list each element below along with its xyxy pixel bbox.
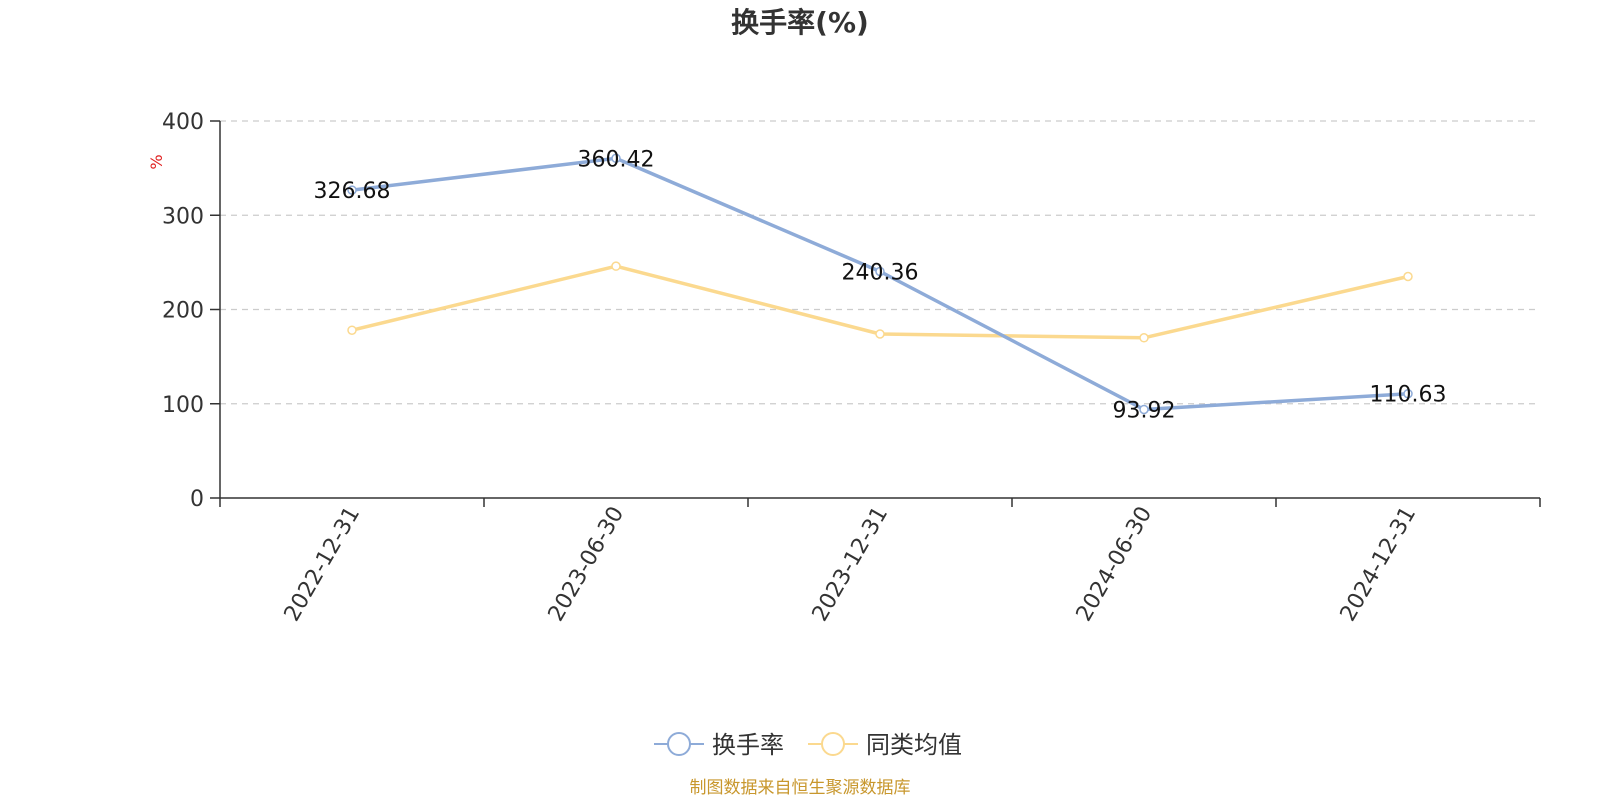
data-label: 93.92 [1113,398,1176,423]
x-tick-label: 2022-12-31 [280,503,366,626]
legend-label: 同类均值 [866,731,962,759]
data-point [875,266,885,277]
legend[interactable]: 换手率 同类均值 [654,731,962,759]
chart-title: 换手率(%) [731,6,869,39]
y-axis-unit-label: % [147,154,166,169]
series-lines [347,153,1413,415]
data-label: 360.42 [578,147,655,172]
x-tick-label: 2023-06-30 [544,503,630,626]
data-label: 110.63 [1370,383,1447,408]
y-tick-label: 100 [162,393,204,418]
y-tick-label: 300 [162,204,204,229]
x-tick-label: 2023-12-31 [808,503,894,626]
data-point [611,261,621,271]
legend-item-0[interactable]: 换手率 [654,731,784,759]
data-point [1139,333,1149,343]
data-point [1139,404,1149,415]
data-label: 326.68 [314,179,391,204]
data-point [1403,388,1413,399]
data-labels: 326.68 360.42 240.36 93.92 110.63 [314,147,1447,423]
x-tick-label: 2024-12-31 [1336,503,1422,626]
x-tick-label: 2024-06-30 [1072,503,1158,626]
data-point [611,153,621,164]
legend-circle-icon [667,732,691,756]
data-label: 240.36 [842,260,919,285]
data-point [1403,271,1413,282]
legend-label: 换手率 [712,731,784,759]
y-tick-label: 0 [190,487,204,512]
y-tick-label: 400 [162,110,204,135]
legend-item-1[interactable]: 同类均值 [808,731,962,759]
legend-circle-icon [821,732,845,756]
source-note: 制图数据来自恒生聚源数据库 [690,778,911,798]
data-point [875,329,885,339]
data-point [347,185,357,195]
data-point [347,325,357,335]
y-tick-label: 200 [162,299,204,324]
